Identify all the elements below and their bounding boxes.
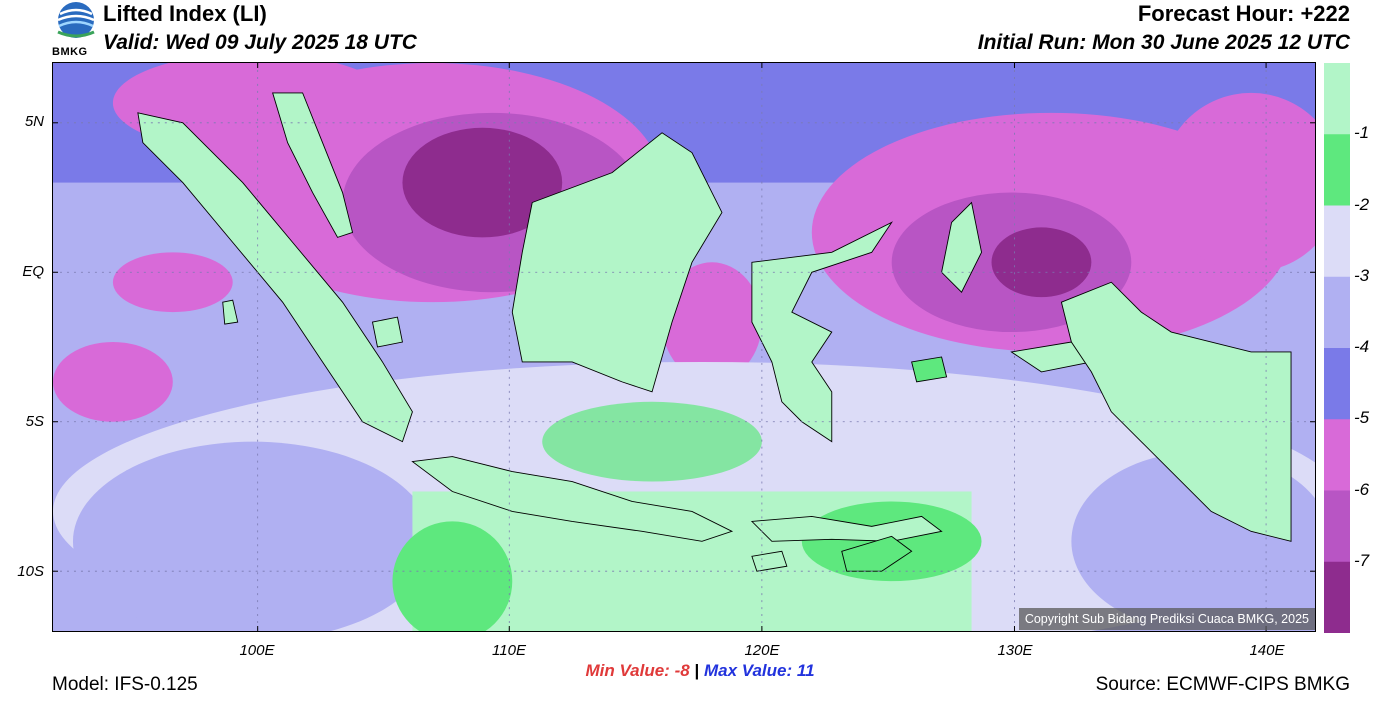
graticule bbox=[53, 63, 1315, 631]
java bbox=[411, 456, 734, 542]
lesser-sunda bbox=[750, 515, 943, 542]
lon-label-100e: 100E bbox=[239, 642, 275, 659]
max-value: 11 bbox=[796, 661, 815, 680]
lon-label-120e: 120E bbox=[744, 642, 780, 659]
min-max-values: Min Value: -8 | Max Value: 11 bbox=[0, 661, 1400, 681]
lon-label-130e: 130E bbox=[997, 642, 1033, 659]
sulawesi bbox=[751, 221, 893, 443]
colorbar-swatch bbox=[1324, 419, 1350, 491]
min-value: -8 bbox=[674, 661, 690, 680]
bmkg-logo-icon bbox=[57, 2, 95, 38]
lat-label-10s: 10S bbox=[17, 563, 44, 580]
logo-text: BMKG bbox=[52, 46, 88, 58]
sumatra bbox=[137, 112, 413, 443]
landmasses bbox=[137, 92, 1292, 572]
sumba bbox=[751, 550, 788, 572]
lon-label-140e: 140E bbox=[1249, 642, 1285, 659]
model-info: Model: IFS-0.125 bbox=[52, 674, 198, 695]
initial-run: Initial Run: Mon 30 June 2025 12 UTC bbox=[977, 31, 1350, 54]
colorbar-swatch bbox=[1324, 134, 1350, 206]
value-separator: | bbox=[694, 661, 700, 680]
lat-label-eq: EQ bbox=[22, 263, 44, 280]
colorbar-swatch bbox=[1324, 205, 1350, 278]
colorbar-swatch bbox=[1324, 348, 1350, 420]
copyright-notice: Copyright Sub Bidang Prediksi Cuaca BMKG… bbox=[1018, 608, 1315, 630]
timor bbox=[841, 535, 913, 572]
borneo bbox=[511, 132, 723, 393]
colorbar-swatch bbox=[1324, 63, 1350, 135]
colorbar-label: -3 bbox=[1354, 265, 1370, 285]
nias bbox=[222, 299, 239, 325]
colorbar-label: -4 bbox=[1354, 337, 1370, 356]
lifted-index-map[interactable] bbox=[52, 62, 1316, 632]
min-value-label: Min Value: bbox=[585, 661, 670, 680]
colorbar-label: -7 bbox=[1354, 550, 1370, 570]
colorbar-label: -6 bbox=[1354, 479, 1370, 499]
valid-time: Valid: Wed 09 July 2025 18 UTC bbox=[103, 31, 417, 54]
colorbar-swatch bbox=[1324, 490, 1350, 563]
halmahera bbox=[941, 201, 982, 293]
new-guinea bbox=[1060, 281, 1292, 542]
source-info: Source: ECMWF-CIPS BMKG bbox=[1095, 674, 1350, 695]
colorbar-label: -5 bbox=[1354, 408, 1370, 428]
lon-label-110e: 110E bbox=[492, 642, 526, 659]
colorbar-swatch bbox=[1324, 561, 1350, 633]
bangka bbox=[371, 316, 403, 348]
colorbar-label: -1 bbox=[1354, 123, 1370, 143]
max-value-label: Max Value: bbox=[703, 661, 793, 680]
buru bbox=[911, 356, 948, 383]
map-title: Lifted Index (LI) bbox=[103, 1, 267, 26]
colorbar-swatch bbox=[1324, 276, 1350, 349]
lat-label-5n: 5N bbox=[24, 113, 44, 130]
forecast-hour: Forecast Hour: +222 bbox=[1137, 1, 1350, 26]
colorbar-label: -2 bbox=[1354, 194, 1370, 214]
colorbar bbox=[1324, 63, 1350, 633]
malay-peninsula bbox=[272, 92, 354, 238]
lat-label-5s: 5S bbox=[25, 413, 44, 430]
